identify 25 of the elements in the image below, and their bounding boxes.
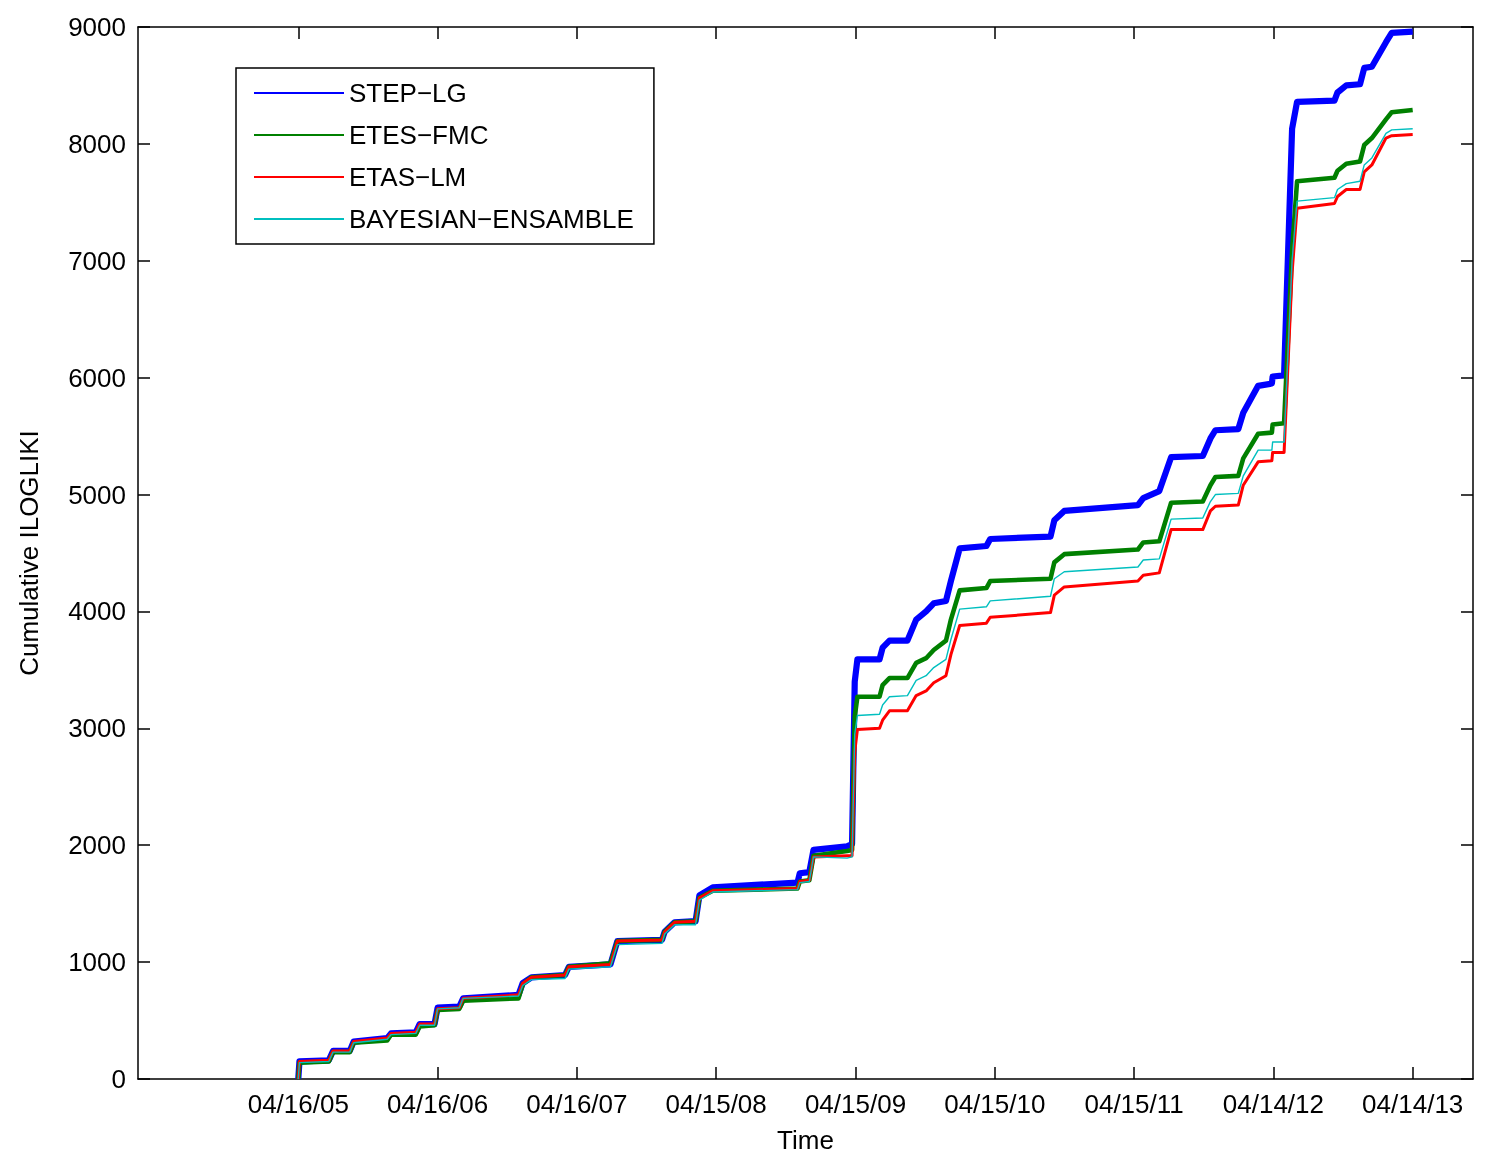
x-tick-label: 04/15/09 bbox=[804, 1089, 907, 1119]
legend-label: BAYESIAN−ENSAMBLE bbox=[349, 204, 634, 234]
x-tick-label: 04/16/05 bbox=[247, 1089, 349, 1119]
x-tick-label: 04/16/07 bbox=[526, 1089, 628, 1119]
x-tick-label: 04/16/06 bbox=[386, 1089, 489, 1119]
y-tick-label: 4000 bbox=[68, 596, 126, 627]
legend-label: STEP−LG bbox=[349, 78, 467, 108]
y-axis-title: Cumulative ILOGLIKI bbox=[14, 430, 44, 676]
y-tick-label: 9000 bbox=[68, 12, 126, 42]
legend-label: ETAS−LM bbox=[349, 162, 467, 192]
y-tick-label: 3000 bbox=[68, 713, 126, 744]
x-axis-title: Time bbox=[777, 1125, 834, 1155]
y-tick-label: 7000 bbox=[68, 245, 126, 276]
x-tick-label: 04/14/12 bbox=[1222, 1089, 1325, 1119]
y-tick-label: 1000 bbox=[68, 947, 126, 978]
y-tick-label: 0 bbox=[111, 1064, 126, 1094]
x-tick-label: 04/15/10 bbox=[944, 1089, 1046, 1119]
legend-label: ETES−FMC bbox=[349, 120, 489, 150]
x-tick-label: 04/15/11 bbox=[1084, 1089, 1184, 1119]
y-tick-label: 8000 bbox=[68, 128, 126, 159]
x-tick-label: 04/15/08 bbox=[665, 1089, 767, 1119]
y-tick-label: 6000 bbox=[68, 362, 126, 393]
y-tick-label: 5000 bbox=[68, 479, 126, 510]
x-tick-label: 04/14/13 bbox=[1362, 1089, 1464, 1119]
y-tick-label: 2000 bbox=[68, 830, 126, 861]
